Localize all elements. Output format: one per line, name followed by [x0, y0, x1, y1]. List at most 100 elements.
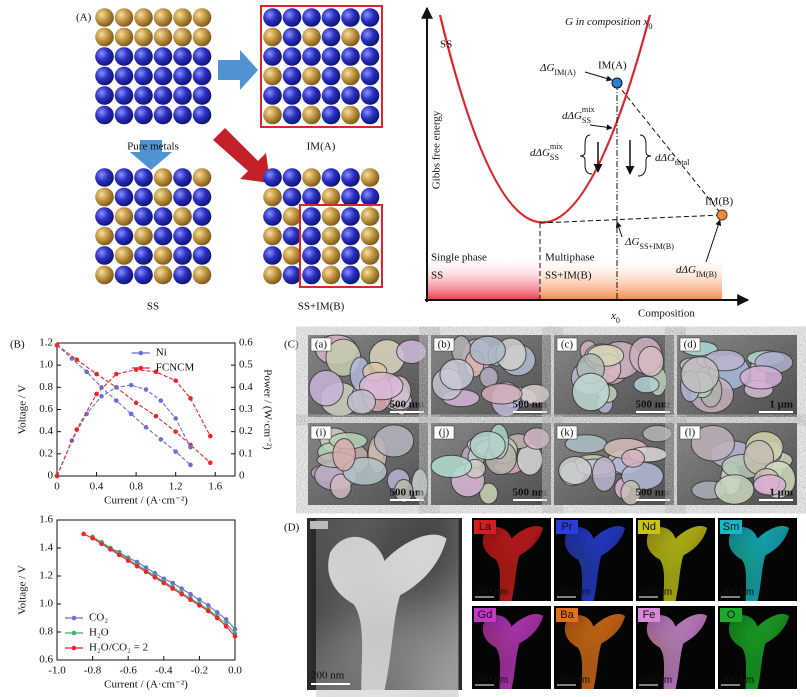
atom: [192, 246, 212, 265]
y-tick-label: 0.8: [39, 626, 53, 638]
atom: [341, 265, 360, 285]
data-point: [158, 437, 164, 442]
atom: [153, 168, 173, 187]
element-label: Ba: [560, 609, 574, 621]
element-distribution: [482, 614, 544, 689]
annotation: dΔGmix SS: [562, 105, 595, 125]
y2-tick-label: 0.2: [239, 425, 253, 437]
atom: [263, 207, 282, 226]
scale-text: 200 nm: [639, 674, 673, 686]
point: [611, 77, 623, 89]
data-point: [94, 371, 99, 377]
atom: [263, 47, 282, 66]
atom: [114, 168, 134, 187]
grain: [469, 430, 506, 461]
data-point: [84, 369, 89, 375]
scale-text: 1 μm: [769, 399, 793, 411]
scale-text: 500 nm: [512, 399, 547, 411]
axis-label: Gibbs free energy: [431, 110, 443, 189]
series-line: [56, 344, 191, 466]
atom: [302, 47, 321, 66]
atom: [263, 187, 282, 207]
atom: [282, 86, 302, 105]
grain: [739, 365, 783, 390]
atom: [263, 105, 282, 125]
sem-image: (c) 500 nm: [554, 335, 674, 417]
atom: [192, 187, 212, 207]
panel-label: (B): [10, 339, 25, 351]
y-tick-label: 0.8: [39, 381, 53, 393]
atom: [360, 66, 380, 86]
region-label: Multiphase: [545, 252, 595, 264]
element-tag: [638, 608, 660, 622]
label-box: [679, 337, 701, 352]
atom: [192, 47, 212, 66]
x-axis-label: Current / (A·cm⁻²): [104, 495, 188, 507]
image-label: (j): [439, 427, 450, 439]
data-point: [99, 393, 104, 399]
atom: [114, 246, 134, 265]
grain: [373, 424, 415, 458]
region-label: SS+IM(B): [545, 270, 592, 282]
atom: [134, 105, 153, 125]
band: [427, 255, 540, 300]
atom: [153, 226, 173, 246]
element-label: Nd: [642, 521, 656, 533]
series-line: [56, 384, 191, 477]
data-point: [99, 541, 104, 547]
annotation-sup: mix: [550, 142, 563, 151]
atom: [341, 8, 360, 27]
data-point: [153, 413, 159, 419]
data-point: [188, 444, 193, 450]
element-distribution: [564, 614, 626, 689]
grain: [642, 424, 673, 443]
data-point: [173, 378, 178, 383]
atom: [302, 66, 321, 86]
atom: [263, 168, 282, 187]
grain: [332, 438, 356, 472]
image-label: (d): [684, 339, 697, 351]
atom: [263, 86, 282, 105]
grid-label: IM(A): [307, 141, 336, 153]
grain: [308, 369, 344, 407]
data-point: [179, 591, 184, 597]
atom: [134, 168, 153, 187]
annotation: IM(B): [705, 196, 733, 208]
atom: [282, 207, 302, 226]
atom: [302, 168, 321, 187]
atom: [173, 246, 192, 265]
data-point: [125, 558, 131, 563]
data-point: [173, 429, 178, 434]
gibbs-diagram: [421, 6, 750, 306]
x-tick-label: -0.4: [155, 665, 173, 677]
atom: [192, 66, 212, 86]
annotation-main: dΔG: [530, 147, 550, 159]
atom: [263, 66, 282, 86]
y-tick-label: 1.2: [39, 570, 53, 582]
label-box: [556, 337, 578, 352]
grain: [633, 375, 660, 394]
scale-text: 200 nm: [475, 674, 509, 686]
atom: [341, 187, 360, 207]
atom: [341, 207, 360, 226]
atom: [321, 226, 341, 246]
atom: [321, 86, 341, 105]
atom: [153, 66, 173, 86]
label-box: [556, 425, 578, 440]
axis-label: x0: [610, 310, 620, 325]
atom: [192, 86, 212, 105]
sem-image: (d) 1 μm: [677, 335, 797, 417]
element-tag: [474, 608, 496, 622]
grain: [346, 389, 377, 415]
grid-label: Pure metals: [127, 141, 179, 153]
atom: [192, 265, 212, 285]
axis-label: Composition: [638, 308, 695, 320]
atom: [95, 207, 114, 226]
element-distribution: [646, 526, 708, 601]
atom: [134, 265, 153, 285]
region-label: Single phase: [431, 252, 487, 264]
data-point: [74, 357, 80, 362]
atom: [321, 8, 341, 27]
data-point: [114, 398, 119, 403]
data-point: [207, 433, 213, 439]
